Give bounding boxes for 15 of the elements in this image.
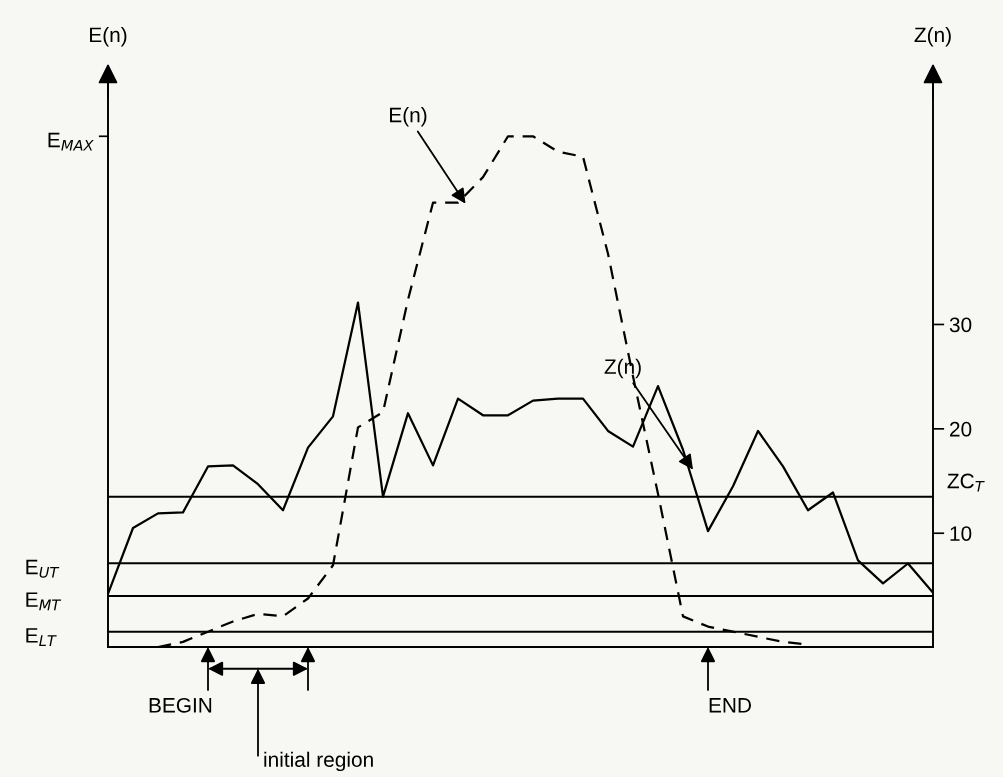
text: END xyxy=(709,698,751,713)
ref-line-label: E$_{MT}$ xyxy=(26,592,62,611)
y-tick-label: 10 xyxy=(950,526,972,541)
y-axis-title: E(n) xyxy=(90,26,127,47)
series-label: Z(n) xyxy=(604,358,641,379)
text: initial region xyxy=(264,751,373,772)
y-tick-label: 30 xyxy=(949,317,972,333)
y-axis-title: Z(n) xyxy=(914,26,951,47)
text: BEGIN xyxy=(149,697,212,713)
ref-line-label: ZC$_{T}$ xyxy=(947,473,985,492)
y-tick-label: 20 xyxy=(950,421,972,437)
text: E$_{MAX}$ xyxy=(48,132,94,151)
ref-line-label: E$_{LT}$ xyxy=(26,628,57,646)
text: E(n) xyxy=(390,107,427,127)
ref-line-label: E$_{UT}$ xyxy=(26,559,60,578)
